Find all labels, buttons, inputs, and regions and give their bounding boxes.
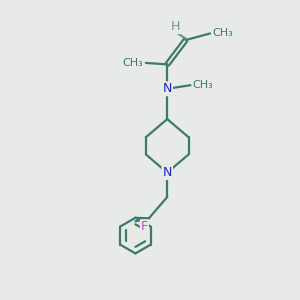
Text: N: N — [163, 166, 172, 179]
Text: CH₃: CH₃ — [212, 28, 233, 38]
Text: N: N — [163, 82, 172, 95]
Text: CH₃: CH₃ — [193, 80, 214, 90]
Text: F: F — [141, 220, 148, 233]
Text: H: H — [171, 20, 180, 33]
Text: CH₃: CH₃ — [123, 58, 143, 68]
